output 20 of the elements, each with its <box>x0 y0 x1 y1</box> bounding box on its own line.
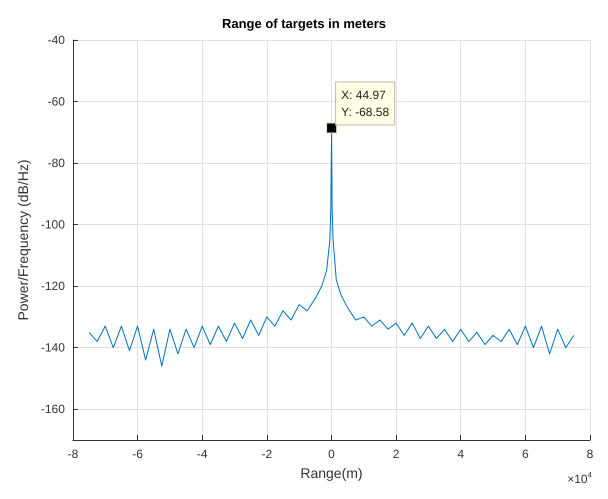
x-tick-label: -6 <box>132 447 144 461</box>
x-tick-label: 0 <box>328 447 336 461</box>
x-tick-label: -2 <box>261 447 272 461</box>
y-tick-label: -120 <box>40 279 66 294</box>
chart-title: Range of targets in meters <box>222 16 386 31</box>
y-tick-label: -140 <box>40 340 66 355</box>
y-axis-title: Power/Frequency (dB/Hz) <box>15 159 31 321</box>
x-tick-label: -4 <box>196 447 208 461</box>
y-tick-label: -40 <box>48 33 66 47</box>
x-tick-label: 2 <box>392 447 400 461</box>
y-tick-label: -80 <box>48 156 66 170</box>
y-tick-label: -60 <box>48 94 66 109</box>
x-tick-label: 8 <box>586 447 594 461</box>
x-axis-title: Range(m) <box>300 465 363 481</box>
x-tick-label: -8 <box>68 447 79 461</box>
y-tick-label: -100 <box>40 218 66 232</box>
annotation: X: 44.97 Y: -68.58 <box>341 88 390 119</box>
x-tick-label: 6 <box>522 447 530 461</box>
y-tick-label: -160 <box>40 402 66 416</box>
x-tick-label: 4 <box>457 447 464 461</box>
